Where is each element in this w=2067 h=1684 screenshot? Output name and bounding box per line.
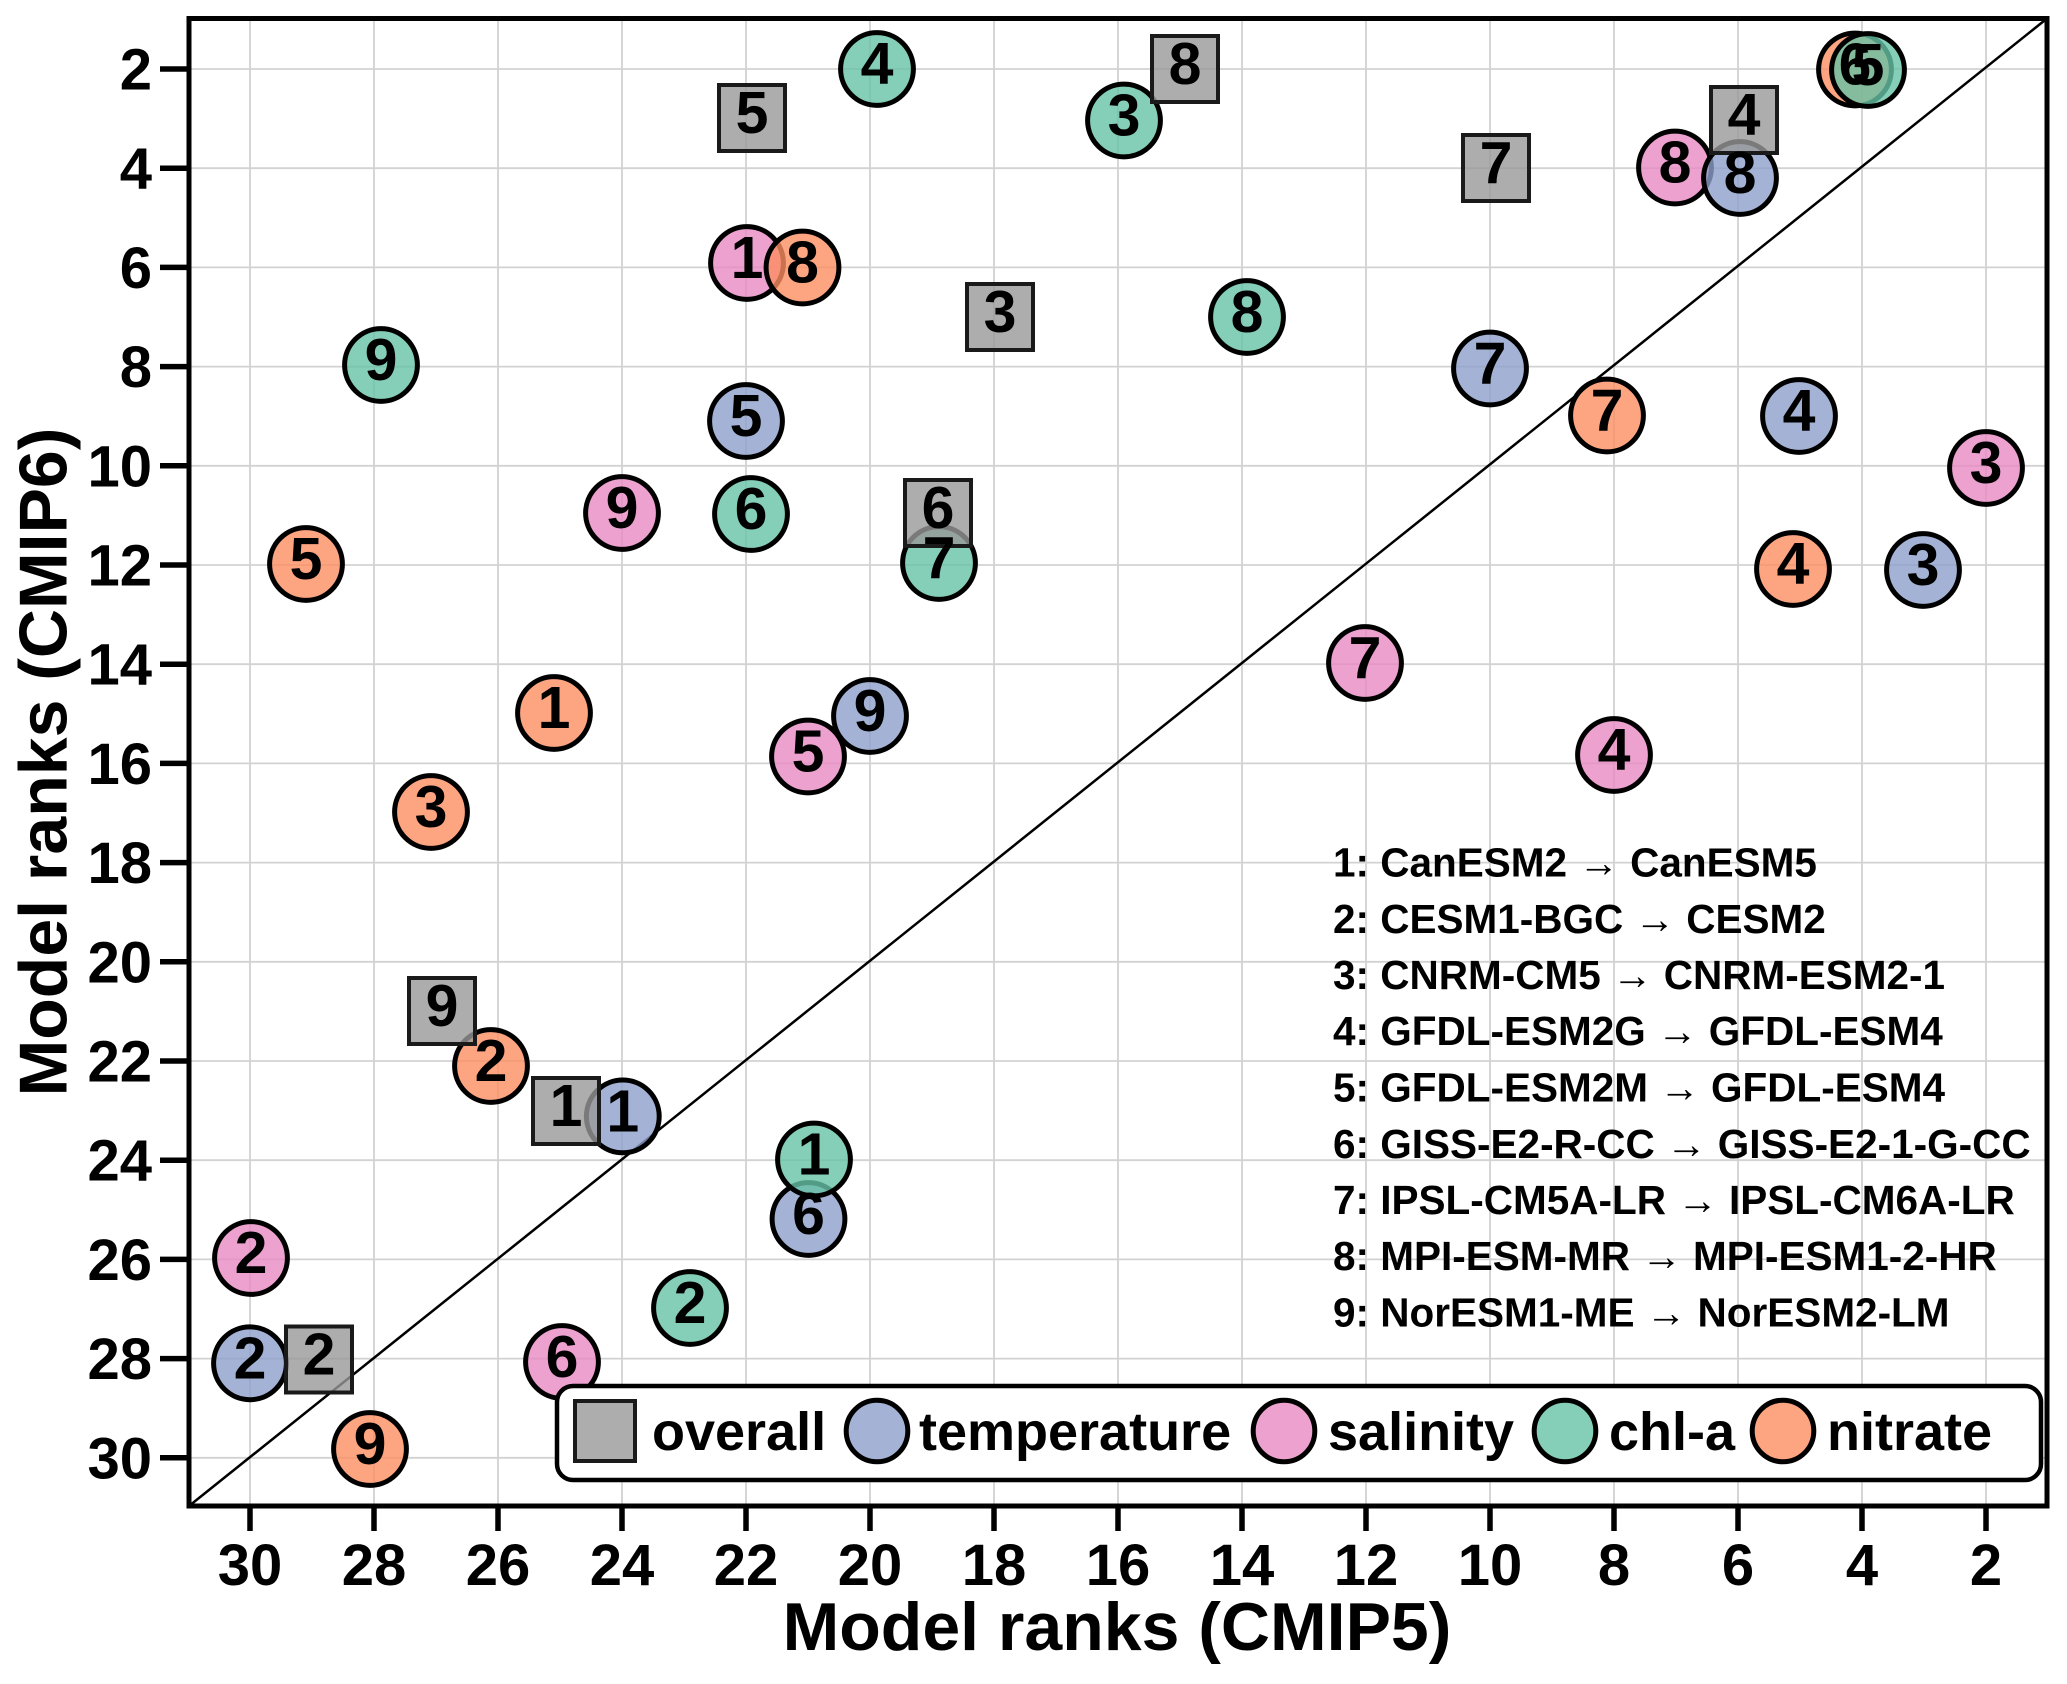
svg-text:chl-a: chl-a [1609, 1402, 1736, 1462]
svg-text:14: 14 [87, 633, 152, 698]
svg-text:24: 24 [87, 1129, 152, 1194]
svg-text:5: 5 [792, 719, 825, 785]
svg-text:8: 8 [1231, 279, 1264, 345]
svg-text:7: 7 [923, 525, 956, 591]
svg-text:3: 3 [1907, 532, 1940, 598]
svg-text:8: 8 [1598, 1533, 1630, 1598]
svg-text:5: GFDL-ESM2M → GFDL-ESM4: 5: GFDL-ESM2M → GFDL-ESM4 [1333, 1065, 1945, 1111]
svg-text:2: 2 [674, 1270, 707, 1336]
svg-text:16: 16 [87, 732, 152, 797]
svg-text:20: 20 [838, 1533, 903, 1598]
svg-text:28: 28 [342, 1533, 407, 1598]
svg-text:2: 2 [120, 38, 152, 103]
svg-text:6: 6 [735, 476, 768, 542]
svg-text:4: 4 [1777, 531, 1810, 597]
svg-text:7: IPSL-CM5A-LR → IPSL-CM6A-LR: 7: IPSL-CM5A-LR → IPSL-CM6A-LR [1333, 1177, 2015, 1223]
svg-text:2: 2 [475, 1028, 508, 1094]
svg-text:26: 26 [87, 1228, 152, 1293]
svg-text:30: 30 [218, 1533, 283, 1598]
svg-text:3: 3 [984, 279, 1017, 345]
svg-text:4: GFDL-ESM2G → GFDL-ESM4: 4: GFDL-ESM2G → GFDL-ESM4 [1333, 1008, 1943, 1054]
svg-text:12: 12 [1334, 1533, 1399, 1598]
svg-text:5: 5 [290, 526, 323, 592]
svg-text:14: 14 [1210, 1533, 1275, 1598]
svg-text:1: 1 [538, 675, 571, 741]
svg-text:9: 9 [426, 973, 459, 1039]
svg-text:temperature: temperature [919, 1402, 1231, 1462]
svg-text:8: 8 [1659, 130, 1692, 196]
svg-text:7: 7 [1474, 331, 1507, 397]
svg-text:4: 4 [120, 137, 152, 202]
svg-text:8: 8 [786, 230, 819, 296]
svg-text:3: 3 [415, 774, 448, 840]
svg-text:2: 2 [235, 1220, 268, 1286]
svg-text:3: 3 [1970, 430, 2003, 496]
svg-text:salinity: salinity [1328, 1402, 1514, 1462]
svg-text:5: 5 [730, 383, 763, 449]
svg-text:8: 8 [120, 335, 152, 400]
svg-text:2: 2 [1970, 1533, 2002, 1598]
svg-text:6: 6 [1722, 1533, 1754, 1598]
svg-text:8: 8 [1169, 31, 1202, 97]
svg-text:8: MPI-ESM-MR → MPI-ESM1-2-HR: 8: MPI-ESM-MR → MPI-ESM1-2-HR [1333, 1233, 1997, 1279]
svg-text:9: 9 [354, 1411, 387, 1477]
svg-text:30: 30 [87, 1426, 152, 1491]
svg-text:7: 7 [1349, 625, 1382, 691]
svg-text:4: 4 [861, 31, 894, 97]
svg-text:22: 22 [714, 1533, 779, 1598]
svg-text:7: 7 [1480, 130, 1513, 196]
svg-text:22: 22 [87, 1030, 152, 1095]
svg-text:6: 6 [922, 475, 955, 541]
svg-text:10: 10 [87, 434, 152, 499]
svg-text:8: 8 [1724, 140, 1757, 206]
svg-text:7: 7 [1591, 378, 1624, 444]
svg-text:1: 1 [798, 1122, 831, 1188]
svg-text:Model ranks (CMIP5): Model ranks (CMIP5) [783, 1589, 1452, 1665]
svg-text:3: 3 [1108, 83, 1141, 149]
svg-text:nitrate: nitrate [1827, 1402, 1992, 1462]
svg-text:2: CESM1-BGC → CESM2: 2: CESM1-BGC → CESM2 [1333, 896, 1826, 942]
svg-text:16: 16 [1086, 1533, 1151, 1598]
svg-text:9: 9 [606, 475, 639, 541]
svg-text:1: 1 [731, 225, 764, 291]
svg-text:20: 20 [87, 930, 152, 995]
svg-text:6: 6 [792, 1181, 825, 1247]
svg-text:5: 5 [736, 80, 769, 146]
svg-text:26: 26 [466, 1533, 531, 1598]
svg-text:18: 18 [87, 831, 152, 896]
svg-text:5: 5 [1852, 32, 1885, 98]
svg-text:Model ranks (CMIP6): Model ranks (CMIP6) [6, 428, 82, 1097]
svg-text:4: 4 [1598, 717, 1631, 783]
svg-text:6: 6 [546, 1324, 579, 1390]
svg-text:12: 12 [87, 534, 152, 599]
svg-text:6: 6 [1839, 32, 1872, 98]
svg-text:4: 4 [1783, 378, 1816, 444]
svg-text:2: 2 [303, 1322, 336, 1388]
svg-text:10: 10 [1458, 1533, 1523, 1598]
svg-text:24: 24 [590, 1533, 655, 1598]
svg-text:overall: overall [652, 1402, 826, 1462]
svg-text:9: NorESM1-ME → NorESM2-LM: 9: NorESM1-ME → NorESM2-LM [1333, 1290, 1950, 1336]
svg-text:18: 18 [962, 1533, 1027, 1598]
svg-text:1: 1 [606, 1078, 639, 1144]
svg-text:4: 4 [1846, 1533, 1878, 1598]
svg-text:1: CanESM2 → CanESM5: 1: CanESM2 → CanESM5 [1333, 840, 1817, 886]
svg-text:1: 1 [550, 1073, 583, 1139]
svg-text:28: 28 [87, 1327, 152, 1392]
svg-text:4: 4 [1728, 82, 1761, 148]
svg-text:6: 6 [120, 236, 152, 301]
svg-text:6: GISS-E2-R-CC → GISS-E2-1-G-: 6: GISS-E2-R-CC → GISS-E2-1-G-CC [1333, 1121, 2031, 1167]
svg-text:3: CNRM-CM5 → CNRM-ESM2-1: 3: CNRM-CM5 → CNRM-ESM2-1 [1333, 952, 1945, 998]
svg-text:9: 9 [365, 327, 398, 393]
svg-text:2: 2 [234, 1325, 267, 1391]
svg-text:9: 9 [854, 678, 887, 744]
